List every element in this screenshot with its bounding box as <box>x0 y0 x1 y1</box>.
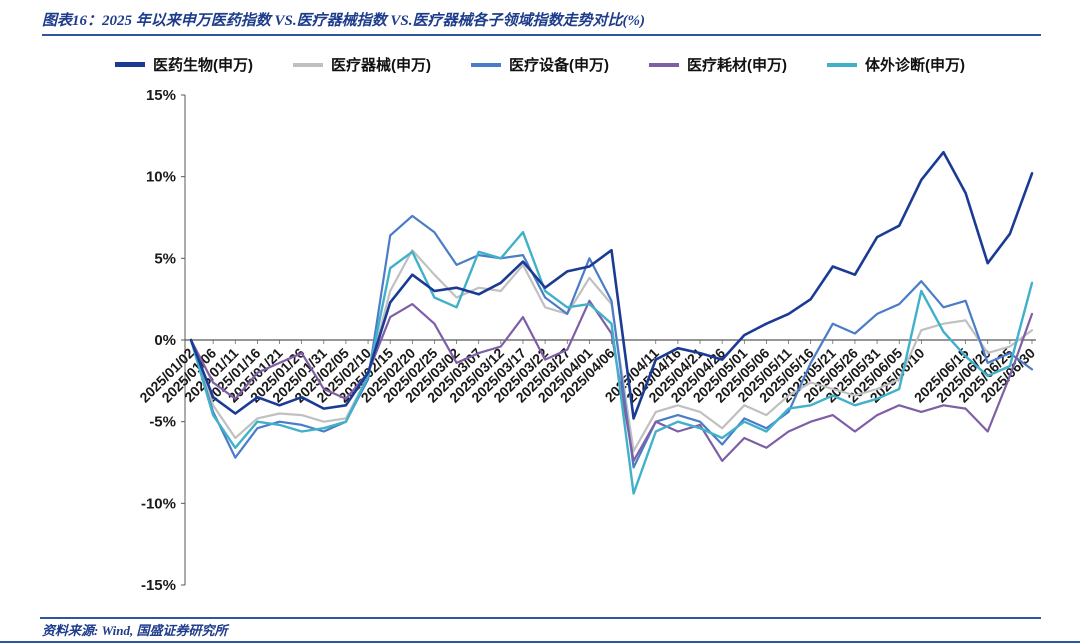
legend-item: 医疗耗材(申万) <box>649 54 787 75</box>
legend-label: 体外诊断(申万) <box>865 57 965 74</box>
series-line-medical-equipment <box>189 214 1034 469</box>
source-note: 资料来源: Wind, 国盛证券研究所 <box>42 623 228 638</box>
series-line-ivd <box>189 230 1034 495</box>
y-axis-label: -10% <box>141 495 176 512</box>
legend-label: 医疗设备(申万) <box>509 57 609 74</box>
y-axis-label: 15% <box>146 87 176 104</box>
legend-swatch-icon <box>649 62 679 67</box>
y-axis-label: 0% <box>154 332 176 349</box>
series-line-medical-consumables <box>189 299 1034 462</box>
y-axis-label: -15% <box>141 577 176 594</box>
legend-item: 医药生物(申万) <box>115 54 253 75</box>
chart-legend: 医药生物(申万) 医疗器械(申万) 医疗设备(申万) 医疗耗材(申万) 体外诊断(申万) <box>0 54 1080 75</box>
legend-label: 医疗器械(申万) <box>331 57 431 74</box>
line-chart: 15%10%5%0%-5%-10%-15%2025/01/022025/01/0… <box>136 87 1038 594</box>
legend-swatch-icon <box>293 62 323 67</box>
y-axis-label: 10% <box>146 169 176 186</box>
figure-title: 图表16：2025 年以来申万医药指数 VS.医疗器械指数 VS.医疗器械各子领… <box>42 13 645 29</box>
title-divider <box>42 34 1041 36</box>
y-axis-label: -5% <box>149 414 176 431</box>
legend-item: 医疗设备(申万) <box>471 54 609 75</box>
footer-divider-bottom <box>0 641 1080 643</box>
legend-label: 医药生物(申万) <box>153 57 253 74</box>
y-axis-label: 5% <box>154 250 176 267</box>
footer-divider-top <box>40 617 1041 619</box>
legend-swatch-icon <box>827 62 857 67</box>
legend-item: 体外诊断(申万) <box>827 54 965 75</box>
series-line-pharma-bio <box>189 150 1034 420</box>
legend-label: 医疗耗材(申万) <box>687 57 787 74</box>
legend-item: 医疗器械(申万) <box>293 54 431 75</box>
legend-swatch-icon <box>471 62 501 67</box>
legend-swatch-icon <box>115 62 145 67</box>
